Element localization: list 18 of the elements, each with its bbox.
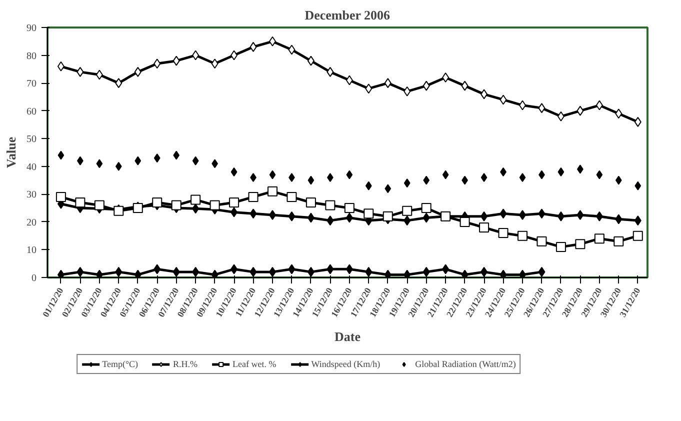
y-axis-title: Value bbox=[4, 136, 18, 168]
y-tick-label: 20 bbox=[26, 217, 36, 228]
y-tick-label: 0 bbox=[32, 273, 36, 284]
y-tick-label: 60 bbox=[26, 106, 36, 118]
y-tick-label: 70 bbox=[26, 78, 36, 90]
x-axis-title: Date bbox=[334, 329, 361, 344]
y-tick-label: 80 bbox=[26, 50, 36, 62]
legend-label: R.H.% bbox=[173, 359, 198, 369]
y-tick-label: 10 bbox=[26, 245, 36, 256]
y-tick-label: 50 bbox=[26, 134, 36, 146]
legend-label: Leaf wet. % bbox=[232, 359, 276, 369]
y-tick-label: 90 bbox=[26, 23, 36, 34]
legend-label: Global Radiation (Watt/m2) bbox=[415, 359, 516, 369]
chart-title: December 2006 bbox=[304, 8, 391, 22]
y-tick-label: 40 bbox=[26, 162, 36, 173]
legend-label: Temp(°C) bbox=[102, 359, 138, 369]
y-tick-label: 30 bbox=[26, 190, 36, 201]
legend-label: Windspeed (Km/h) bbox=[311, 359, 380, 369]
